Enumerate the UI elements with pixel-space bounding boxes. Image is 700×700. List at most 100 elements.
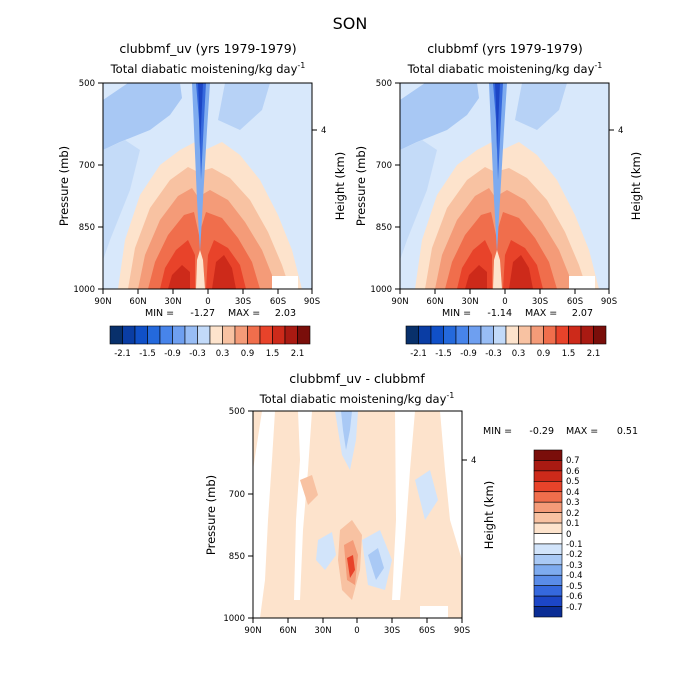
colorbar-label: -0.4 [566,571,583,581]
colorbar-swatch [159,325,173,345]
y-axis-label: Pressure (mb) [204,475,218,555]
y-right-axis-label: Height (km) [482,481,496,550]
colorbar-swatch [518,325,532,345]
y-axis-label: Pressure (mb) [57,146,71,226]
x-tick-label: 60S [270,297,286,307]
panel-difference: clubbmf_uv - clubbmf Total diabatic mois… [204,371,638,636]
y-axis-left: 500 700 850 1000 Pressure (mb) [57,79,103,295]
x-axis: 90N 60N 30N 0 30S 60S 90S [244,618,470,636]
colorbar-label: 2.1 [291,349,305,359]
colorbar-swatch [122,325,136,345]
max-value: 2.07 [572,308,593,319]
y-tick-label: 1000 [370,285,392,295]
contour-negative-upper-right [515,83,567,130]
min-label: MIN = [442,308,471,319]
colorbar-swatch [533,491,563,503]
colorbar-swatch [184,325,198,345]
min-max-readout: MIN = -0.29 MAX = 0.51 [483,426,638,437]
contour-field [103,83,312,289]
contour-zero-band-1 [253,411,275,618]
colorbar-label: 0.6 [566,467,580,477]
x-tick-label: 0 [502,297,507,307]
colorbar-label: 0 [566,530,571,540]
x-tick-label: 60S [419,626,435,636]
x-tick-label: 0 [354,626,359,636]
contour-negative-upper-right [218,83,270,130]
colorbar-label: 0.1 [566,519,580,529]
colorbar-swatch [172,325,186,345]
y-tick-label: 500 [376,79,392,89]
colorbar-label: 0.3 [566,498,580,508]
min-value: -0.29 [529,426,554,437]
x-axis: 90N 60N 30N 0 30S 60S 90S [94,289,320,307]
x-tick-label: 30S [384,626,400,636]
colorbar-swatch [405,325,419,345]
y-axis-left: 500 700 850 1000 Pressure (mb) [354,79,400,295]
colorbar-swatch [430,325,444,345]
y-tick-label: 500 [229,407,245,417]
colorbar-label: 1.5 [266,349,280,359]
colorbar-swatch [480,325,494,345]
colorbar-swatch [533,470,563,482]
colorbar-swatch [284,325,298,345]
colorbar-swatch [543,325,557,345]
x-tick-label: 30S [235,297,251,307]
y-right-axis-label: Height (km) [333,152,347,221]
x-tick-label: 60N [426,297,443,307]
y-axis-right: 4 Height (km) [462,456,496,549]
min-label: MIN = [483,426,512,437]
colorbar-swatch [222,325,236,345]
contour-negative-south-2 [368,548,384,580]
colorbar-label: -0.3 [485,349,502,359]
colorbar-label: 1.5 [562,349,576,359]
min-label: MIN = [145,308,174,319]
max-value: 0.51 [617,426,638,437]
colorbar-label: 0.2 [566,509,580,519]
contour-level-6-north [168,265,190,289]
x-tick-label: 30N [164,297,181,307]
colorbar-label: -2.1 [114,349,131,359]
y-right-tick-label: 4 [618,126,623,136]
colorbar-swatch [272,325,286,345]
colorbar-label: -0.5 [566,582,583,592]
colorbar-swatch [234,325,248,345]
contour-negative-upper [103,83,182,150]
colorbar-label: 0.4 [566,488,580,498]
colorbar-swatch [533,554,563,566]
y-tick-label: 1000 [223,614,245,624]
min-value: -1.14 [487,308,512,319]
y-tick-label: 700 [229,490,245,500]
y-right-tick-label: 4 [321,126,326,136]
y-tick-label: 500 [79,79,95,89]
colorbar-swatch [533,595,563,607]
missing-data-patch [272,276,298,289]
contour-negative-upper [400,83,479,150]
field-background [253,411,462,618]
contour-negative-left [316,532,336,570]
y-axis-left: 500 700 850 1000 Pressure (mb) [204,407,253,624]
colorbar-label: -0.7 [566,603,583,613]
colorbar-swatch [533,512,563,524]
equator-negative-column-inner [196,83,206,180]
colorbar-label: -0.9 [460,349,477,359]
colorbar-swatch [533,533,563,545]
colorbar-label: -0.3 [566,561,583,571]
x-axis: 90N 60N 30N 0 30S 60S 90S [391,289,617,307]
colorbar-swatch [580,325,594,345]
colorbar-swatch [533,522,563,534]
panel-title: clubbmf_uv (yrs 1979-1979) [119,41,296,56]
colorbar-label: -1.5 [435,349,452,359]
colorbar-label: 0.5 [566,477,580,487]
x-tick-label: 90N [94,297,111,307]
max-label: MAX = [228,308,260,319]
x-tick-label: 90N [391,297,408,307]
colorbar-swatch [533,564,563,576]
contour-light-negative-left [103,140,140,260]
min-max-readout: MIN = -1.27 MAX = 2.03 [145,308,296,319]
colorbar-swatch [247,325,261,345]
min-max-readout: MIN = -1.14 MAX = 2.07 [442,308,593,319]
max-label: MAX = [566,426,598,437]
y-axis-label: Pressure (mb) [354,146,368,226]
colorbar: 0.7 0.6 0.5 0.4 0.3 0.2 0.1 0 -0.1 -0.2 … [533,449,583,618]
colorbar-swatch [533,606,563,618]
